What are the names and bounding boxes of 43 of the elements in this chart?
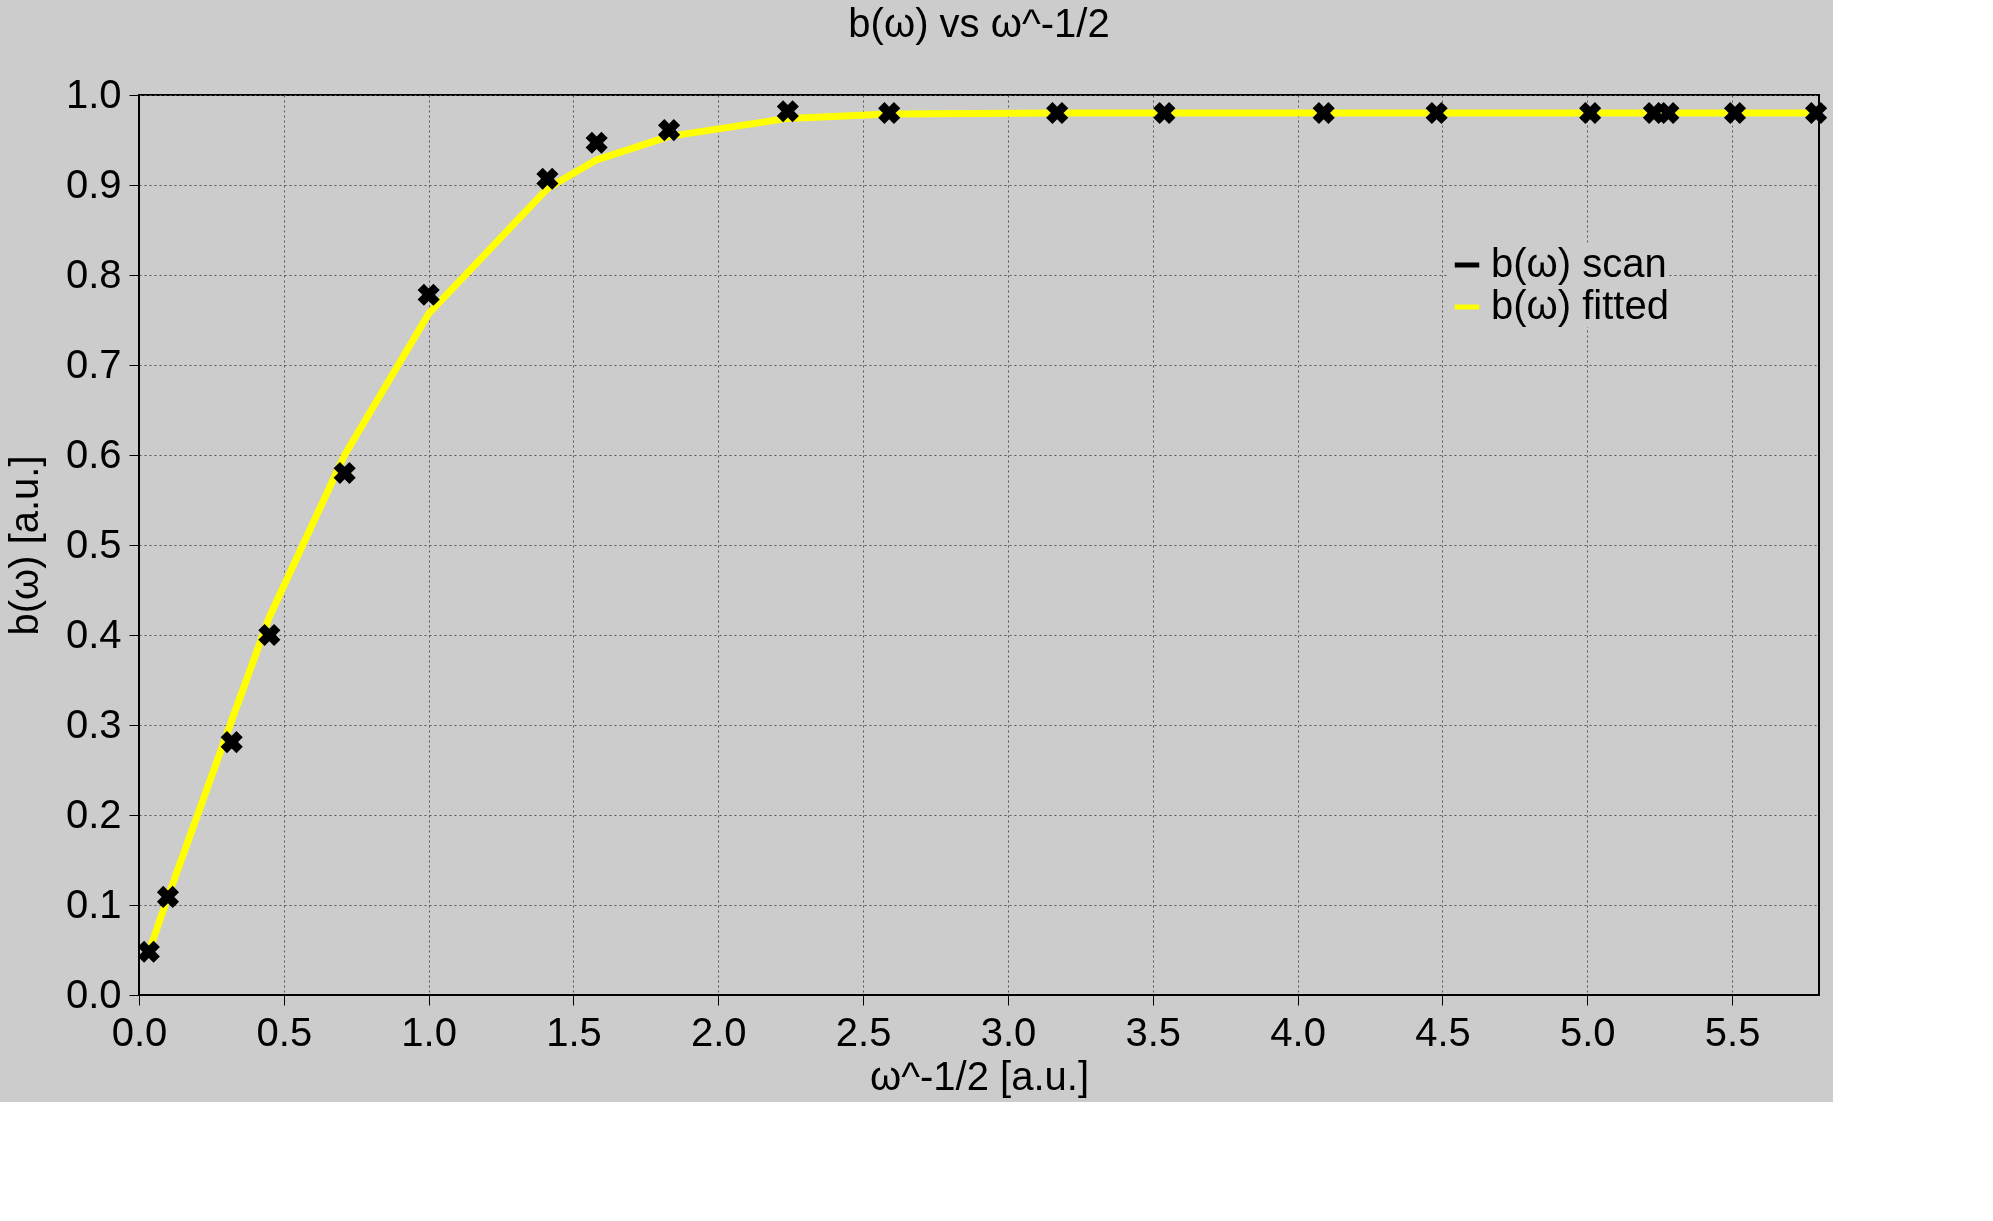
point	[536, 167, 559, 190]
point	[878, 101, 901, 125]
point	[1153, 101, 1176, 125]
y-tick-label: 0.8	[65, 251, 122, 296]
point	[1425, 101, 1448, 125]
y-tick-label: 0.4	[65, 611, 122, 656]
y-axis-title: b(ω) [a.u.]	[1, 455, 46, 636]
x-tick-label: 2.5	[835, 1009, 892, 1054]
point	[1312, 101, 1335, 125]
y-tick-label: 1.0	[65, 71, 122, 116]
point	[1046, 101, 1069, 125]
point	[1579, 101, 1602, 125]
point	[658, 119, 681, 142]
y-tick-label: 0.1	[65, 881, 122, 926]
x-tick-label: 4.5	[1415, 1009, 1471, 1054]
x-tick-label: 5.5	[1704, 1009, 1761, 1054]
y-tick-label: 0.9	[65, 161, 122, 206]
x-tick-label: 0.5	[256, 1009, 313, 1054]
y-tick-label: 0.5	[65, 521, 122, 566]
x-tick-label: 1.0	[401, 1009, 457, 1054]
y-tick-label: 0.2	[65, 791, 122, 836]
x-tick-label: 4.0	[1270, 1009, 1326, 1054]
x-tick-label: 3.0	[980, 1009, 1037, 1054]
point	[776, 100, 799, 123]
point	[156, 885, 180, 908]
x-tick-label: 3.5	[1125, 1009, 1182, 1054]
y-tick-label: 0.3	[65, 701, 122, 746]
y-tick-label: 0.6	[65, 431, 122, 476]
y-tick-label: 0.7	[65, 341, 122, 386]
point	[220, 731, 243, 754]
point	[417, 283, 440, 306]
point	[1723, 101, 1747, 125]
x-tick-label: 5.0	[1559, 1009, 1616, 1054]
point	[1805, 101, 1828, 125]
point	[585, 131, 608, 154]
point	[137, 940, 160, 963]
x-axis-title: ω^-1/2 [a.u.]	[870, 1053, 1089, 1098]
point	[333, 461, 356, 485]
legend-label: b(ω) scan	[1491, 241, 1667, 285]
chart-title: b(ω) vs ω^-1/2	[848, 1, 1110, 45]
x-tick-label: 1.5	[546, 1009, 602, 1054]
point	[258, 623, 281, 647]
x-tick-label: 2.0	[691, 1009, 747, 1054]
